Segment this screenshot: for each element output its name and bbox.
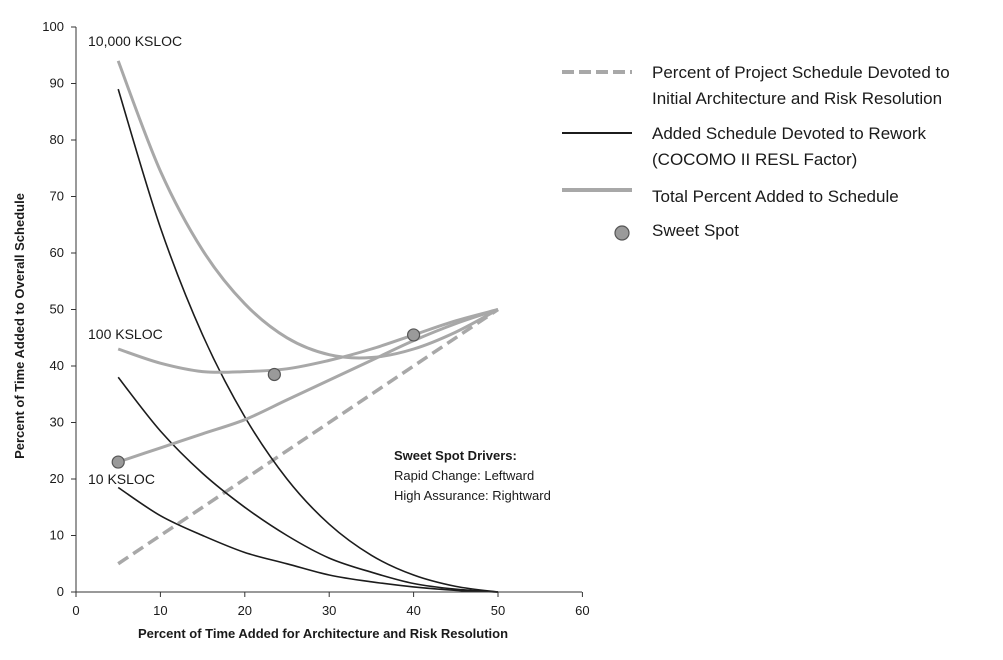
- curve-label-100-ksloc: 100 KSLOC: [88, 326, 163, 342]
- y-ticks: 0 10 20 30 40 50 60 70 80 90 100: [42, 19, 76, 599]
- y-tick-label: 40: [50, 358, 64, 373]
- x-tick-label: 30: [322, 603, 336, 618]
- total-curve-10-ksloc: [117, 308, 499, 464]
- y-tick-label: 90: [50, 76, 64, 91]
- rework-curve-10-000-ksloc: [117, 88, 499, 593]
- annotation-line-rapid-change: Rapid Change: Leftward: [394, 468, 534, 483]
- y-tick-label: 30: [50, 415, 64, 430]
- y-tick-label: 100: [42, 19, 64, 34]
- x-tick-label: 10: [153, 603, 167, 618]
- total-curve-10-000-ksloc: [116, 60, 499, 360]
- x-tick-label: 0: [72, 603, 79, 618]
- legend-label-architecture-line1: Percent of Project Schedule Devoted to: [652, 63, 950, 82]
- curve-label-10000-ksloc: 10,000 KSLOC: [88, 33, 182, 49]
- y-tick-label: 70: [50, 189, 64, 204]
- y-tick-label: 10: [50, 528, 64, 543]
- legend-label-rework-line1: Added Schedule Devoted to Rework: [652, 124, 927, 143]
- legend-label-sweet-spot: Sweet Spot: [652, 221, 739, 240]
- legend-label-architecture-line2: Initial Architecture and Risk Resolution: [652, 89, 942, 108]
- annotation-line-high-assurance: High Assurance: Rightward: [394, 488, 551, 503]
- legend-swatch-sweet-spot: [614, 225, 630, 241]
- axes: [75, 27, 582, 593]
- rework-curve-100-ksloc: [117, 376, 499, 593]
- x-ticks: 0 10 20 30 40 50 60: [72, 592, 590, 618]
- legend-label-rework-line2: (COCOMO II RESL Factor): [652, 150, 857, 169]
- curve-label-10-ksloc: 10 KSLOC: [88, 471, 155, 487]
- x-tick-label: 60: [575, 603, 589, 618]
- y-axis-title: Percent of Time Added to Overall Schedul…: [12, 193, 27, 459]
- annotation-title: Sweet Spot Drivers:: [394, 448, 517, 463]
- sweet-spot-10-ksloc: [111, 455, 125, 469]
- annotation-box: Sweet Spot Drivers: Rapid Change: Leftwa…: [394, 448, 551, 503]
- sweet-spot-100-ksloc: [267, 367, 281, 382]
- rework-curve-10-ksloc: [117, 486, 499, 593]
- y-tick-label: 20: [50, 471, 64, 486]
- y-tick-label: 60: [50, 245, 64, 260]
- x-tick-label: 20: [238, 603, 252, 618]
- legend-label-total: Total Percent Added to Schedule: [652, 187, 899, 206]
- legend: Percent of Project Schedule Devoted to I…: [562, 63, 950, 241]
- architecture-line: [117, 308, 499, 566]
- total-curve-100-ksloc: [117, 308, 499, 374]
- y-tick-label: 0: [57, 584, 64, 599]
- y-tick-label: 50: [50, 302, 64, 317]
- y-tick-label: 80: [50, 132, 64, 147]
- sweet-spot-10-000-ksloc: [407, 328, 421, 342]
- plot-area: [111, 60, 499, 593]
- x-tick-label: 40: [406, 603, 420, 618]
- x-axis-title: Percent of Time Added for Architecture a…: [138, 626, 508, 641]
- x-tick-label: 50: [491, 603, 505, 618]
